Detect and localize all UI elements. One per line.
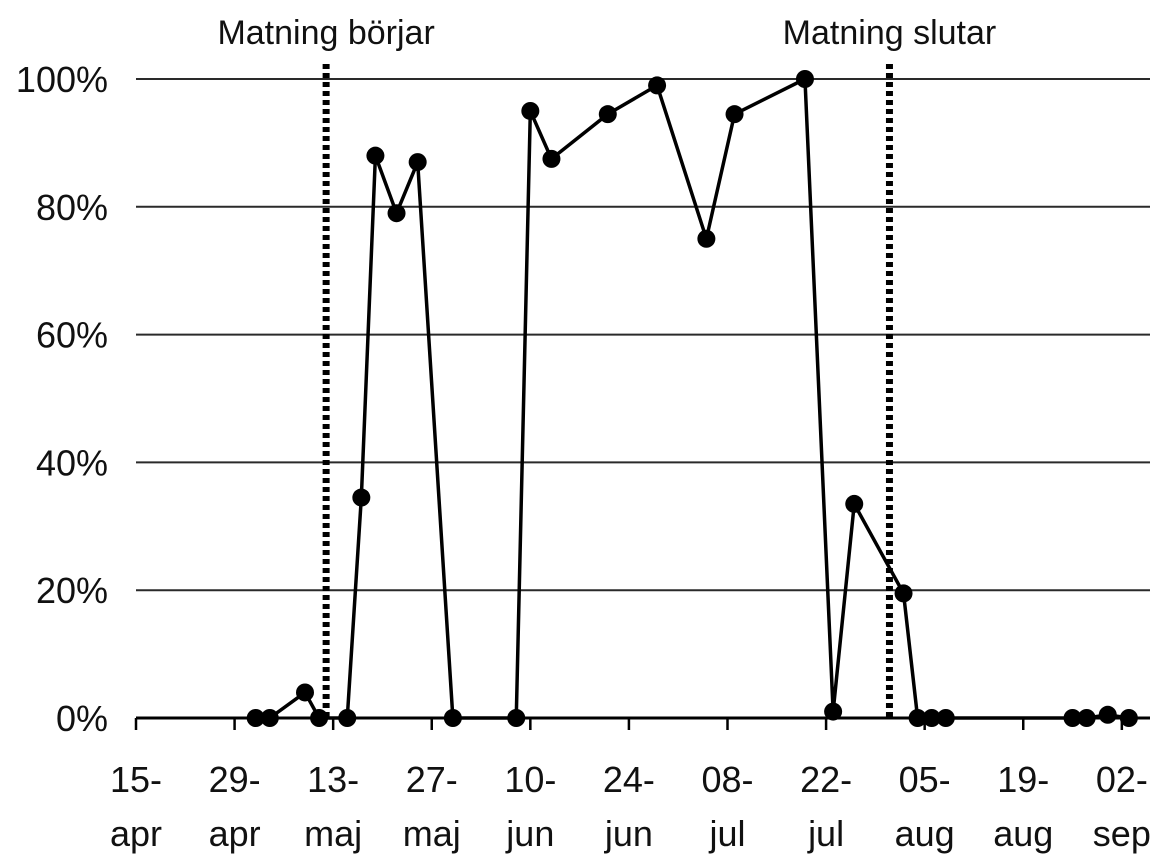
x-tick-label-month: jun <box>604 813 653 854</box>
annotation-label: Matning börjar <box>217 14 434 52</box>
annotation-label: Matning slutar <box>783 14 997 52</box>
x-tick-label-month: maj <box>304 813 362 854</box>
y-tick-label: 80% <box>36 187 108 228</box>
data-point <box>795 70 814 88</box>
data-point <box>725 105 744 124</box>
data-point <box>507 709 526 727</box>
data-point <box>598 105 617 124</box>
series-line <box>255 77 1130 720</box>
gridlines <box>136 78 1150 592</box>
x-tick-label-month: aug <box>993 813 1053 854</box>
annotations: Matning börjar Matning slutar <box>217 14 996 718</box>
x-tick-label-day: 08- <box>701 759 753 800</box>
data-point <box>246 709 265 727</box>
data-point <box>310 709 329 727</box>
y-tick-label: 0% <box>56 698 108 739</box>
data-point <box>697 229 716 248</box>
x-tick-label-day: 19- <box>997 759 1049 800</box>
data-point <box>387 204 406 223</box>
x-tick-label-month: aug <box>895 813 955 854</box>
x-tick-label-day: 13- <box>307 759 359 800</box>
data-point <box>338 709 357 727</box>
data-point <box>1119 709 1138 727</box>
data-point <box>260 709 279 727</box>
data-point <box>936 709 955 727</box>
data-point <box>521 101 540 120</box>
data-point <box>922 709 941 727</box>
x-tick-label-day: 29- <box>209 759 261 800</box>
x-tick-label-month: sep <box>1093 813 1151 854</box>
data-point <box>824 702 843 721</box>
x-tick-label-day: 05- <box>899 759 951 800</box>
data-point <box>366 146 385 165</box>
data-point <box>908 709 927 727</box>
data-point <box>894 584 913 603</box>
x-tick-label-month: jul <box>807 813 844 854</box>
data-series <box>246 70 1138 727</box>
x-tick-label-day: 24- <box>603 759 655 800</box>
y-tick-label: 20% <box>36 570 108 611</box>
x-tick-label-day: 22- <box>800 759 852 800</box>
data-point <box>296 683 314 702</box>
x-tick-label-day: 27- <box>406 759 458 800</box>
data-point <box>648 76 667 95</box>
data-point <box>352 488 371 507</box>
x-tick-label-day: 10- <box>504 759 556 800</box>
y-tick-label: 100% <box>16 59 108 100</box>
x-tick-label-day: 02- <box>1096 759 1148 800</box>
data-point <box>542 149 561 168</box>
x-tick-label-month: jun <box>505 813 554 854</box>
x-tick-label-month: jul <box>708 813 745 854</box>
data-point <box>845 494 864 513</box>
x-tick-label-month: apr <box>209 813 261 854</box>
x-tick-label-day: 15- <box>110 759 162 800</box>
data-point <box>408 153 427 172</box>
x-tick-label-month: maj <box>403 813 461 854</box>
axes: 0% 20% 40% 60% 80% 100% 15- apr 29- apr 13- maj 27- m… <box>16 59 1151 854</box>
x-tick-label-month: apr <box>110 813 162 854</box>
y-tick-label: 40% <box>36 442 108 483</box>
y-tick-label: 60% <box>36 315 108 356</box>
data-point <box>1077 709 1096 727</box>
data-point <box>1098 705 1117 724</box>
data-point <box>1063 709 1082 727</box>
data-point <box>443 709 462 727</box>
